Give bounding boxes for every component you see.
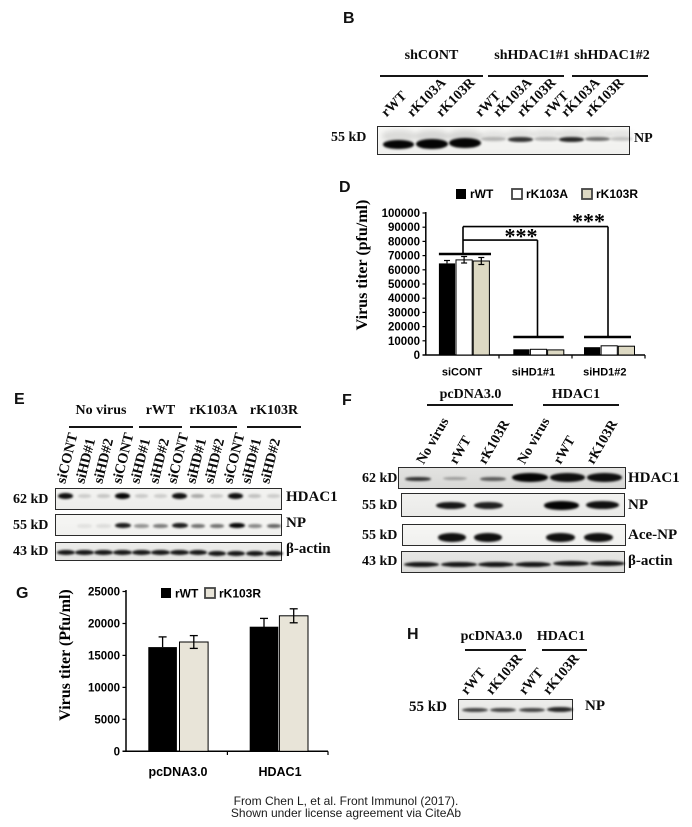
svg-text:15000: 15000: [88, 650, 120, 662]
svg-text:siCONT: siCONT: [442, 367, 483, 379]
svg-text:80000: 80000: [388, 236, 420, 248]
svg-text:50000: 50000: [388, 279, 420, 291]
svg-text:10000: 10000: [88, 682, 120, 694]
svg-text:***: ***: [572, 209, 605, 234]
svg-text:***: ***: [505, 224, 538, 249]
svg-text:0: 0: [414, 350, 420, 362]
svg-text:90000: 90000: [388, 222, 420, 234]
svg-text:rK103R: rK103R: [596, 187, 638, 201]
svg-text:HDAC1: HDAC1: [258, 765, 301, 779]
svg-text:0: 0: [114, 746, 120, 758]
svg-text:70000: 70000: [388, 251, 420, 263]
svg-text:20000: 20000: [88, 619, 120, 631]
svg-text:siHD1#2: siHD1#2: [583, 367, 626, 379]
svg-text:rK103A: rK103A: [526, 187, 568, 201]
svg-text:rWT: rWT: [470, 187, 494, 201]
svg-text:60000: 60000: [388, 265, 420, 277]
svg-text:20000: 20000: [388, 322, 420, 334]
svg-text:rK103R: rK103R: [219, 587, 261, 601]
svg-text:pcDNA3.0: pcDNA3.0: [148, 765, 207, 779]
svg-text:siHD1#1: siHD1#1: [512, 367, 555, 379]
svg-text:30000: 30000: [388, 307, 420, 319]
svg-text:100000: 100000: [382, 208, 420, 220]
svg-text:Virus titer (pfu/ml): Virus titer (pfu/ml): [354, 200, 371, 331]
svg-text:rWT: rWT: [175, 587, 199, 601]
svg-text:10000: 10000: [388, 336, 420, 348]
svg-text:Virus titer (Pfu/ml): Virus titer (Pfu/ml): [57, 589, 74, 721]
svg-text:40000: 40000: [388, 293, 420, 305]
svg-text:5000: 5000: [94, 714, 120, 726]
svg-text:25000: 25000: [88, 587, 120, 599]
